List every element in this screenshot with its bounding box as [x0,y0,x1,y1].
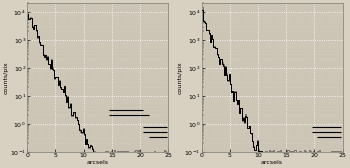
Y-axis label: counts/pix: counts/pix [178,61,183,94]
Y-axis label: counts/pix: counts/pix [4,61,8,94]
X-axis label: arcsels: arcsels [261,160,283,164]
X-axis label: arcsels: arcsels [87,160,109,164]
